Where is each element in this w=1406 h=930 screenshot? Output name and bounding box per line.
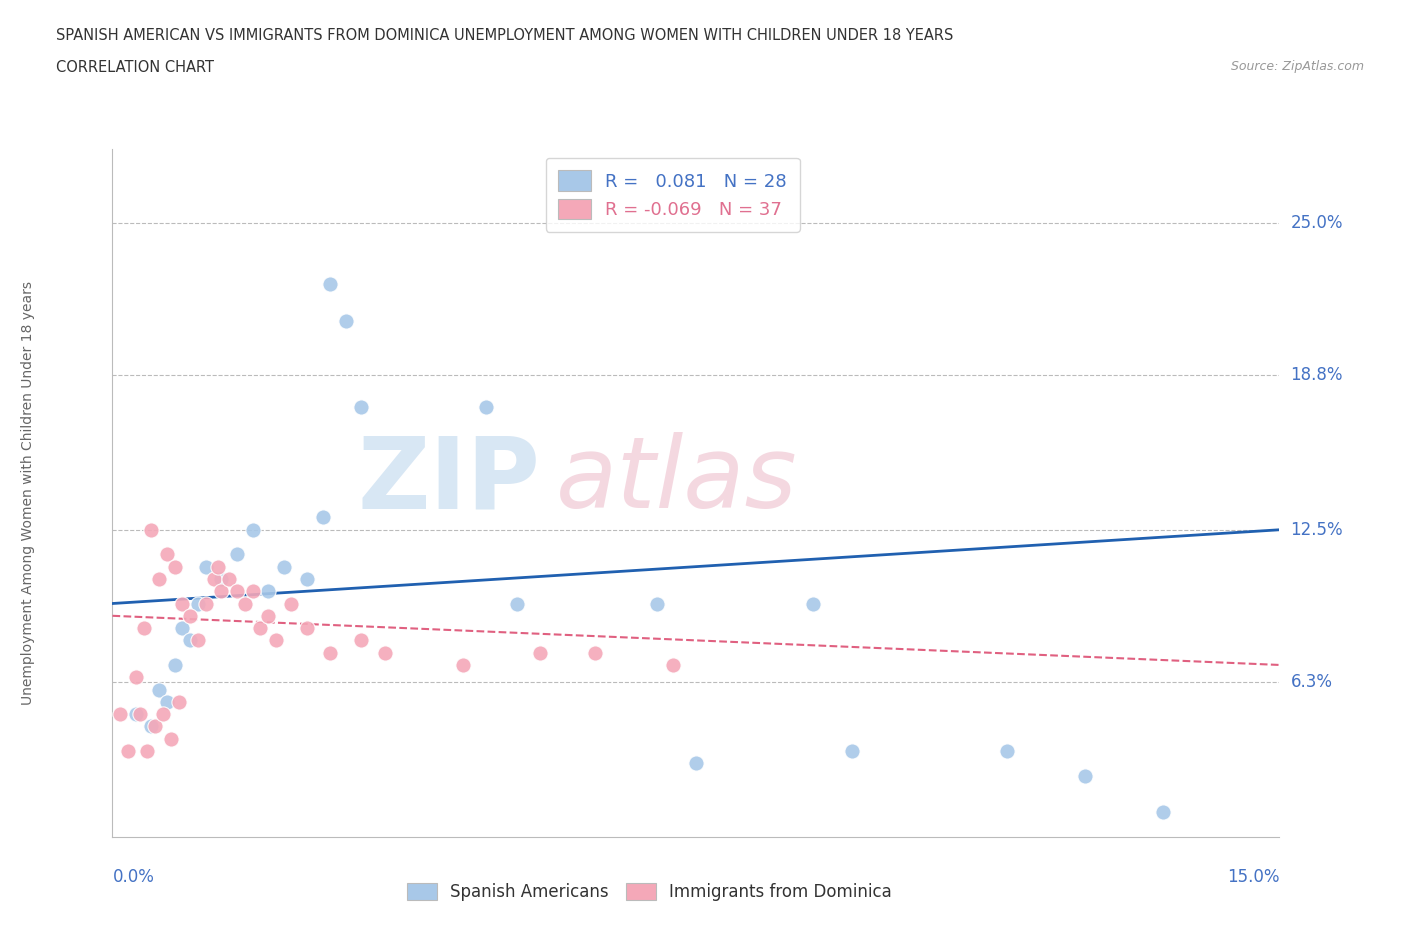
Point — [163, 658, 186, 672]
Text: SPANISH AMERICAN VS IMMIGRANTS FROM DOMINICA UNEMPLOYMENT AMONG WOMEN WITH CHILD: SPANISH AMERICAN VS IMMIGRANTS FROM DOMI… — [56, 28, 953, 43]
Point — [295, 571, 318, 587]
Text: 6.3%: 6.3% — [1291, 673, 1333, 691]
Point — [1074, 768, 1097, 783]
Point — [319, 645, 342, 660]
Text: atlas: atlas — [555, 432, 797, 529]
Point — [801, 596, 824, 611]
Text: CORRELATION CHART: CORRELATION CHART — [56, 60, 214, 75]
Legend: Spanish Americans, Immigrants from Dominica: Spanish Americans, Immigrants from Domin… — [401, 876, 898, 908]
Point — [117, 744, 139, 759]
Point — [233, 596, 256, 611]
Point — [506, 596, 529, 611]
Point — [141, 719, 163, 734]
Point — [148, 682, 170, 697]
Point — [685, 756, 707, 771]
Point — [163, 559, 186, 574]
Point — [218, 571, 240, 587]
Point — [350, 633, 373, 648]
Point — [209, 571, 232, 587]
Point — [319, 276, 342, 291]
Point — [257, 608, 280, 623]
Point — [152, 707, 174, 722]
Text: 0.0%: 0.0% — [112, 868, 155, 885]
Point — [295, 620, 318, 635]
Point — [273, 559, 295, 574]
Text: 15.0%: 15.0% — [1227, 868, 1279, 885]
Point — [583, 645, 606, 660]
Point — [156, 695, 179, 710]
Point — [167, 695, 190, 710]
Point — [257, 584, 280, 599]
Point — [125, 670, 148, 684]
Point — [242, 523, 264, 538]
Point — [187, 596, 209, 611]
Point — [209, 584, 232, 599]
Point — [187, 633, 209, 648]
Point — [249, 620, 271, 635]
Text: 25.0%: 25.0% — [1291, 214, 1343, 232]
Point — [172, 596, 194, 611]
Point — [264, 633, 287, 648]
Point — [179, 633, 201, 648]
Point — [141, 523, 163, 538]
Point — [661, 658, 683, 672]
Text: ZIP: ZIP — [357, 432, 540, 529]
Text: 12.5%: 12.5% — [1291, 521, 1343, 538]
Text: Unemployment Among Women with Children Under 18 years: Unemployment Among Women with Children U… — [21, 281, 35, 705]
Point — [132, 620, 155, 635]
Point — [350, 400, 373, 415]
Point — [143, 719, 166, 734]
Point — [194, 596, 217, 611]
Point — [451, 658, 474, 672]
Point — [226, 584, 249, 599]
Point — [172, 620, 194, 635]
Point — [475, 400, 498, 415]
Point — [374, 645, 396, 660]
Point — [156, 547, 179, 562]
Point — [179, 608, 201, 623]
Point — [202, 571, 225, 587]
Point — [207, 559, 229, 574]
Point — [194, 559, 217, 574]
Point — [125, 707, 148, 722]
Point — [242, 584, 264, 599]
Point — [226, 547, 249, 562]
Point — [995, 744, 1018, 759]
Text: 18.8%: 18.8% — [1291, 365, 1343, 384]
Point — [110, 707, 132, 722]
Point — [311, 510, 333, 525]
Point — [160, 731, 183, 746]
Text: Source: ZipAtlas.com: Source: ZipAtlas.com — [1230, 60, 1364, 73]
Point — [1152, 805, 1174, 820]
Point — [136, 744, 159, 759]
Point — [335, 313, 357, 328]
Point — [128, 707, 150, 722]
Point — [645, 596, 668, 611]
Point — [280, 596, 302, 611]
Point — [148, 571, 170, 587]
Point — [841, 744, 863, 759]
Point — [529, 645, 551, 660]
